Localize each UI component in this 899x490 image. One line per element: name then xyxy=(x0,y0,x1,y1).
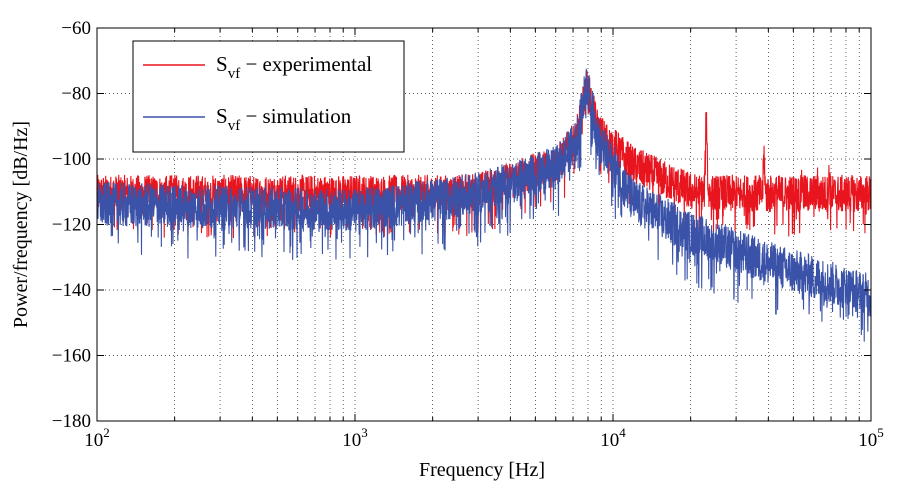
legend-subscript: vf xyxy=(228,66,241,82)
tick-layer xyxy=(96,27,872,422)
legend-label-experimental: Svf − experimental xyxy=(216,52,372,82)
x-tick-exponent: 5 xyxy=(877,425,884,440)
legend-text: − simulation xyxy=(240,104,352,128)
y-tick-label: −80 xyxy=(61,84,91,105)
y-tick-label: −100 xyxy=(52,149,91,170)
y-tick-label: −140 xyxy=(52,280,91,301)
series-line-simulation xyxy=(96,68,872,342)
x-axis-label: Frequency [Hz] xyxy=(419,459,545,481)
y-tick-label: −60 xyxy=(61,18,91,39)
x-tick-exponent: 2 xyxy=(103,425,110,440)
x-tick-label: 102 xyxy=(84,425,110,451)
x-tick-exponent: 4 xyxy=(619,425,626,440)
y-tick-label: −120 xyxy=(52,215,91,236)
y-tick-label: −180 xyxy=(52,411,91,432)
legend-text: − experimental xyxy=(240,52,372,76)
legend-symbol: S xyxy=(216,104,228,128)
x-tick-label: 104 xyxy=(600,425,626,451)
y-axis-label: Power/frequency [dB/Hz] xyxy=(10,121,32,328)
x-tick-exponent: 3 xyxy=(361,425,368,440)
legend-symbol: S xyxy=(216,52,228,76)
legend-box xyxy=(132,40,405,153)
legend-label-simulation: Svf − simulation xyxy=(216,104,352,134)
x-tick-label: 105 xyxy=(858,425,884,451)
series-layer xyxy=(96,68,872,342)
legend-subscript: vf xyxy=(228,118,241,134)
y-tick-label: −160 xyxy=(52,346,91,367)
x-tick-label: 103 xyxy=(342,425,368,451)
